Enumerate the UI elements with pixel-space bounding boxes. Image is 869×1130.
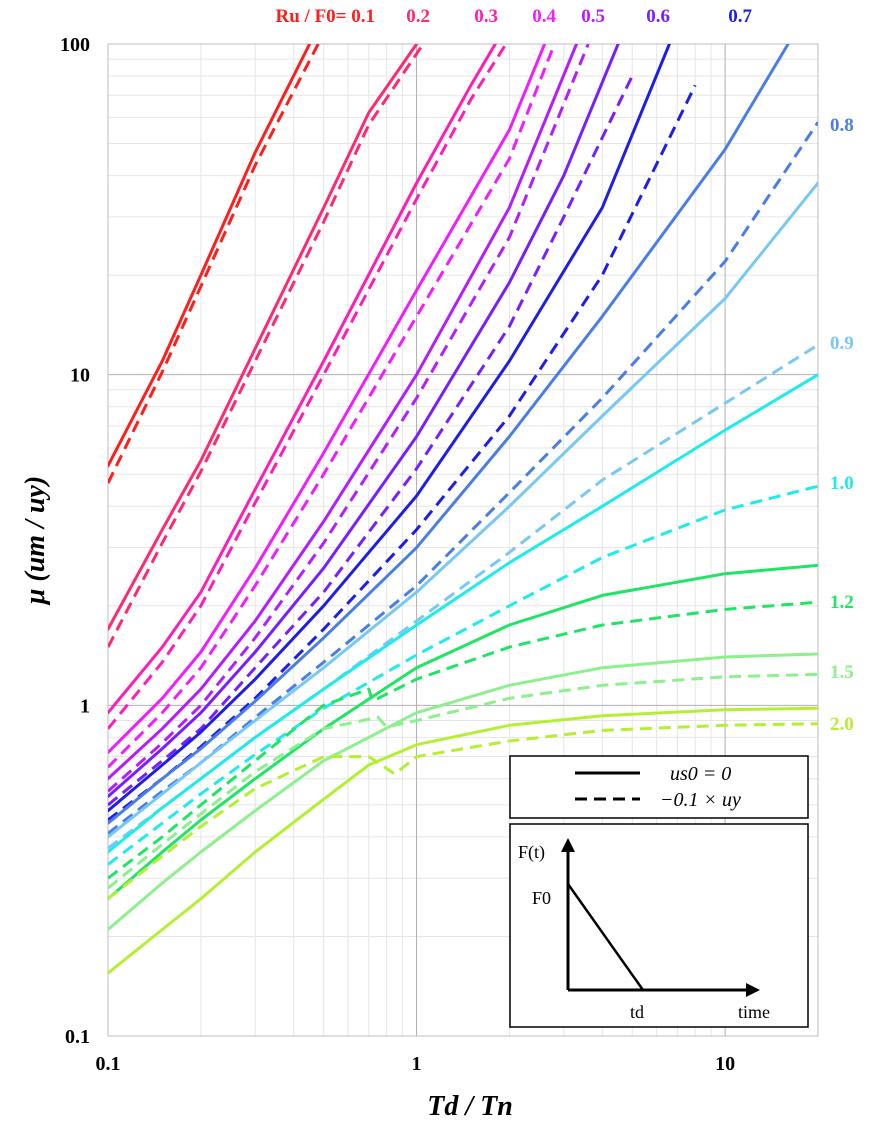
y-tick-label: 1: [80, 695, 90, 717]
y-tick-label: 100: [60, 34, 90, 56]
series-line-solid-0.6: [108, 44, 620, 798]
legend-solid-label: us0 = 0: [670, 763, 731, 785]
series-lines: [108, 44, 818, 975]
inset-load-diagram: F(t) F0 td time: [509, 823, 809, 1028]
series-line-solid-2.0: [108, 706, 818, 975]
inset-y-label: F(t): [518, 842, 545, 863]
series-line-solid-0.4: [108, 44, 547, 754]
legend: us0 = 0 −0.1 × uy: [509, 755, 809, 819]
x-axis-title: Td / Tn: [427, 1091, 513, 1122]
inset-load-triangle: [566, 883, 645, 991]
series-line-solid-0.2: [108, 44, 419, 631]
series-line-dashed-0.3: [108, 44, 508, 730]
ratio-label-0.1: Ru / F0= 0.1: [276, 6, 376, 27]
inset-peak-label: F0: [532, 888, 551, 908]
ratio-label-2.0: 2.0: [830, 714, 854, 735]
series-line-dashed-0.6: [108, 75, 634, 807]
series-line-dashed-0.4: [108, 44, 556, 769]
series-line-dashed-1.5: [108, 672, 818, 890]
ratio-label-0.7: 0.7: [728, 6, 752, 27]
x-tick-labels: 0.1 1 10: [96, 1053, 736, 1075]
series-line-solid-0.7: [108, 44, 671, 813]
ratio-label-1.2: 1.2: [830, 592, 854, 613]
series-line-dashed-0.8: [108, 121, 818, 835]
ratio-label-0.5: 0.5: [581, 6, 605, 27]
plot-frame: [107, 43, 819, 1037]
series-line-solid-1.0: [108, 373, 818, 854]
ratio-labels: Ru / F0= 0.1 0.2 0.3 0.4 0.5 0.6 0.7 0.8 0.9 1.0 1…: [276, 6, 854, 735]
ratio-label-0.3: 0.3: [474, 6, 498, 27]
inset-x-label: time: [738, 1002, 770, 1022]
ratio-label-0.9: 0.9: [830, 333, 854, 354]
series-line-dashed-0.2: [108, 44, 425, 648]
ratio-label-0.4: 0.4: [532, 6, 556, 27]
ratio-label-1.5: 1.5: [830, 662, 854, 683]
series-line-dashed-1.0: [108, 484, 818, 866]
inset-y-arrow-icon: [561, 838, 575, 852]
inset-box: [509, 823, 809, 1028]
ratio-label-1.0: 1.0: [830, 473, 854, 494]
series-line-solid-1.5: [108, 652, 818, 931]
x-tick-label: 0.1: [96, 1053, 121, 1075]
inset-duration-label: td: [630, 1002, 644, 1022]
legend-dashed-label: −0.1 × uy: [660, 789, 741, 811]
series-line-solid-0.9: [108, 181, 818, 839]
x-tick-label: 10: [715, 1053, 735, 1075]
series-line-dashed-0.5: [108, 44, 590, 793]
series-line-dashed-0.1: [108, 44, 320, 484]
series-line-dashed-0.9: [108, 343, 818, 850]
y-axis-title: μ (um / uy): [20, 476, 51, 606]
inset-x-arrow-icon: [746, 983, 760, 997]
series-line-dashed-2.0: [108, 722, 818, 900]
y-tick-label: 10: [70, 365, 90, 387]
ratio-label-0.8: 0.8: [830, 115, 854, 136]
x-tick-label: 1: [412, 1053, 422, 1075]
ratio-label-0.6: 0.6: [646, 6, 670, 27]
series-line-dashed-1.2: [108, 600, 818, 880]
series-line-solid-0.5: [108, 44, 578, 781]
ratio-label-0.2: 0.2: [406, 6, 430, 27]
y-tick-label: 0.1: [65, 1026, 90, 1048]
series-line-solid-0.3: [108, 44, 497, 715]
series-line-solid-0.1: [108, 44, 312, 468]
legend-box: [509, 755, 809, 819]
series-line-solid-0.8: [108, 44, 790, 825]
y-tick-labels: 100 10 1 0.1: [60, 34, 90, 1048]
